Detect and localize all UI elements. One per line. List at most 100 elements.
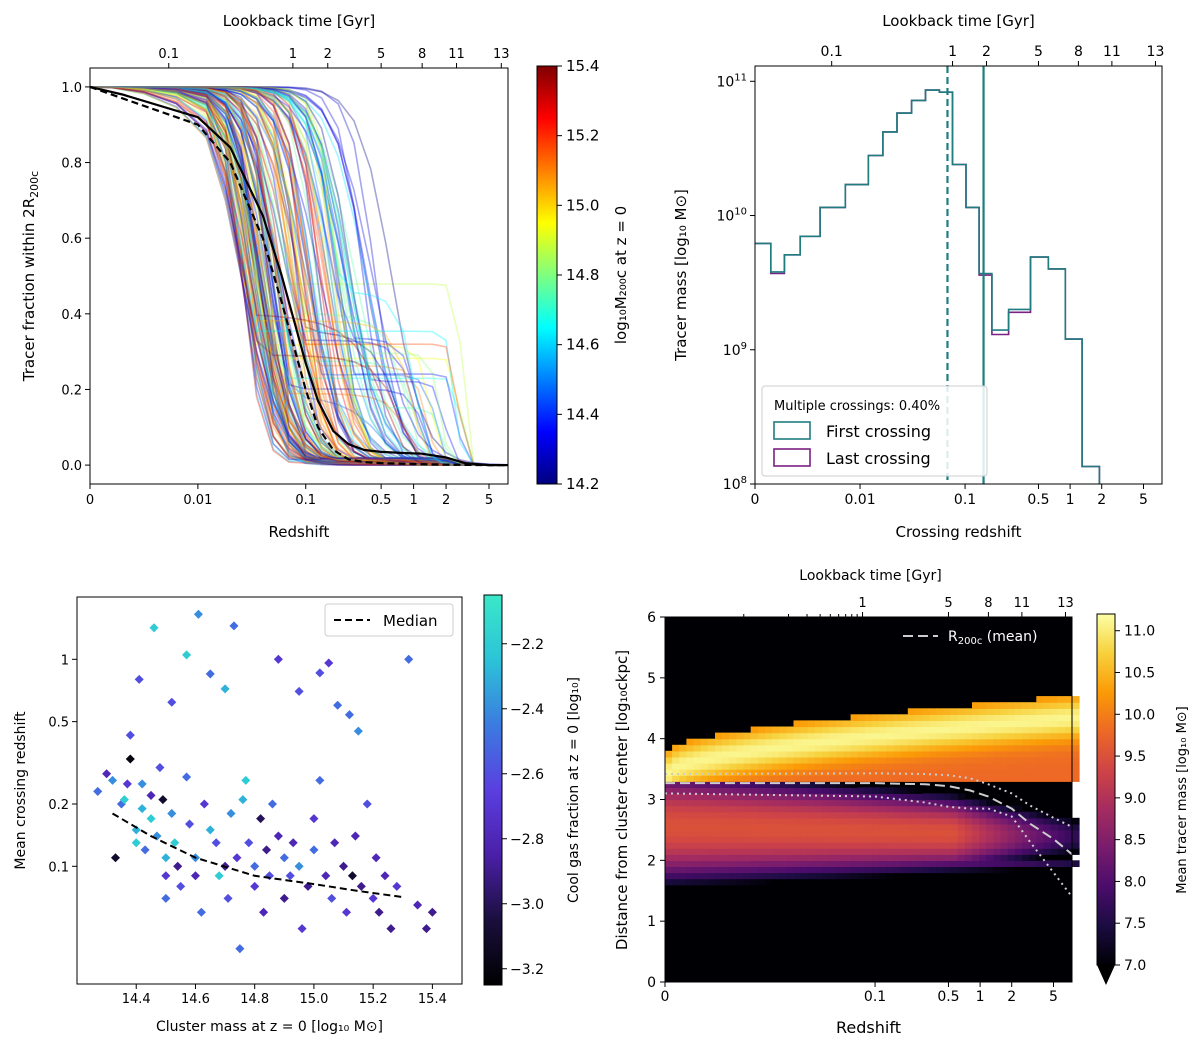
heatmap-cell — [1007, 854, 1016, 861]
heatmap-cell — [707, 769, 716, 776]
heatmap-cell — [986, 726, 994, 734]
heatmap-cell — [900, 763, 909, 770]
heatmap-cell — [957, 720, 966, 728]
cluster-curve — [90, 86, 508, 466]
heatmap-cell — [772, 872, 780, 880]
heatmap-cell — [672, 842, 680, 849]
heatmap-cell — [793, 763, 802, 770]
heatmap-cell — [872, 854, 880, 861]
heatmap-cell — [1036, 769, 1044, 776]
heatmap-cell — [914, 823, 923, 831]
heatmap-cell — [964, 720, 973, 728]
heatmap-cell — [914, 732, 923, 740]
heatmap-cell — [665, 769, 673, 776]
heatmap-cell — [843, 811, 852, 819]
heatmap-cell — [850, 872, 859, 880]
heatmap-cell — [972, 744, 980, 752]
heatmap-cell — [750, 750, 759, 758]
heatmap-cell — [900, 866, 909, 874]
heatmap-cell — [700, 823, 709, 831]
heatmap-cell — [722, 878, 730, 886]
heatmap-cell — [750, 732, 759, 740]
heatmap-cell — [836, 750, 844, 758]
heatmap-cell — [922, 775, 930, 782]
heatmap-cell — [1057, 756, 1066, 764]
heatmap-cell — [843, 775, 852, 782]
heatmap-cell — [836, 836, 844, 843]
heatmap-cell — [900, 714, 909, 721]
heatmap-cell — [700, 775, 709, 782]
heatmap-cell — [1036, 817, 1044, 825]
cluster-curve — [90, 86, 508, 466]
heatmap-cell — [772, 793, 780, 801]
heatmap-cell — [1022, 836, 1030, 843]
heatmap-cell — [1072, 756, 1080, 764]
heatmap-cell — [893, 848, 902, 855]
heatmap-cell — [743, 805, 752, 813]
cluster-point — [315, 668, 325, 678]
x-tick-label: 0.1 — [295, 493, 316, 508]
heatmap-cell — [757, 726, 766, 734]
heatmap-cell — [900, 848, 909, 855]
heatmap-cell — [722, 738, 730, 746]
heatmap-cell — [943, 854, 952, 861]
heatmap-cell — [1064, 744, 1073, 752]
heatmap-cell — [1007, 842, 1016, 849]
heatmap-cell — [786, 787, 794, 794]
heatmap-cell — [1000, 860, 1009, 867]
heatmap-cell — [786, 848, 794, 855]
heatmap-cell — [743, 799, 752, 807]
heatmap-cell — [864, 738, 873, 746]
heatmap-cell — [1014, 720, 1023, 728]
heatmap-cell — [972, 829, 980, 837]
heatmap-cell — [1050, 714, 1059, 721]
heatmap-cell — [765, 781, 773, 788]
heatmap-cell — [993, 750, 1002, 758]
cluster-point — [134, 674, 144, 684]
heatmap-cell — [693, 854, 702, 861]
heatmap-cell — [986, 799, 994, 807]
cluster-point — [279, 853, 289, 863]
heatmap-cell — [757, 872, 766, 880]
heatmap-cell — [736, 829, 744, 837]
heatmap-cell — [857, 854, 866, 861]
heatmap-cell — [1057, 726, 1066, 734]
heatmap-cell — [779, 726, 787, 734]
heatmap-cell — [864, 732, 873, 740]
cb-tick-label: 9.5 — [1124, 749, 1146, 765]
heatmap-cell — [1000, 714, 1009, 721]
heatmap-cell — [879, 738, 887, 746]
heatmap-cell — [736, 732, 744, 740]
cluster-curve — [90, 86, 508, 466]
heatmap-cell — [907, 787, 916, 794]
cluster-point — [374, 907, 384, 917]
heatmap-cell — [707, 787, 716, 794]
heatmap-cell — [793, 866, 802, 874]
heatmap-cell — [765, 866, 773, 874]
heatmap-cell — [679, 854, 687, 861]
heatmap-cell — [800, 744, 809, 752]
heatmap-cell — [665, 848, 673, 855]
heatmap-cell — [843, 781, 852, 788]
cluster-curve — [90, 86, 508, 466]
heatmap-cell — [914, 750, 923, 758]
cluster-curve — [90, 86, 508, 466]
heatmap-cell — [693, 817, 702, 825]
cluster-curve — [90, 86, 508, 466]
heatmap-cell — [972, 732, 980, 740]
cluster-curve — [90, 86, 508, 466]
heatmap-cell — [964, 811, 973, 819]
heatmap-cell — [786, 744, 794, 752]
heatmap-cell — [993, 744, 1002, 752]
heatmap-cell — [665, 775, 673, 782]
heatmap-cell — [929, 854, 937, 861]
colorbar — [483, 594, 503, 986]
heatmap-cell — [893, 793, 902, 801]
heatmap-cell — [864, 756, 873, 764]
heatmap-cell — [922, 763, 930, 770]
heatmap-cell — [922, 769, 930, 776]
y-tick-label: 1011 — [716, 72, 747, 90]
heatmap-cell — [736, 836, 744, 843]
heatmap-cell — [1057, 769, 1066, 776]
heatmap-cell — [886, 799, 894, 807]
